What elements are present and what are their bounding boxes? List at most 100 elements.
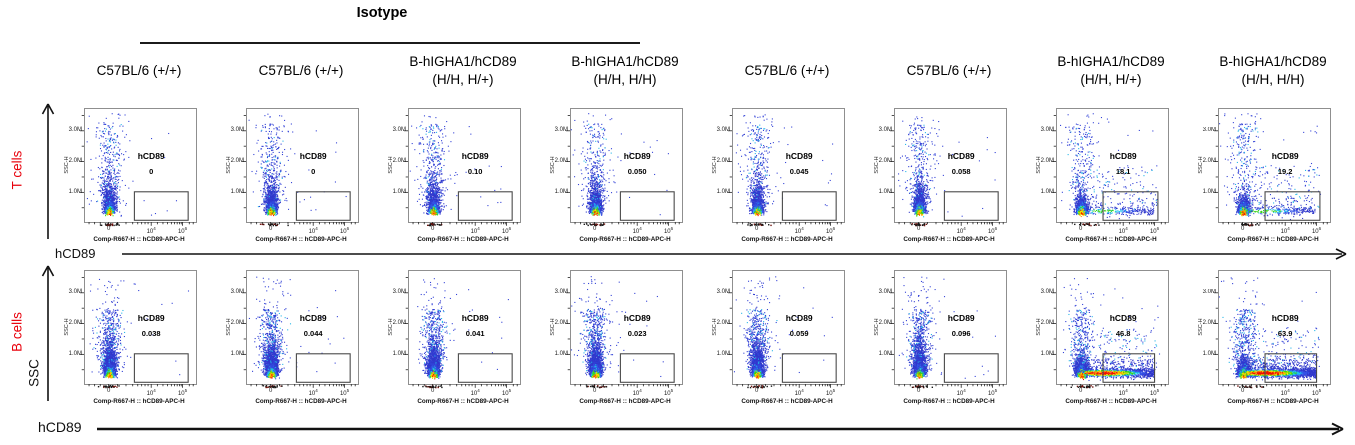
y-tick-label: 3.0M — [716, 127, 730, 134]
column-header: B-hIGHA1/hCD89 (H/H, H/H) — [571, 54, 679, 87]
flow-plot-canvas — [1030, 100, 1192, 250]
gate-label: hCD89 — [623, 312, 651, 323]
gate-value: 0.041 — [465, 328, 485, 338]
gate-value: 0.045 — [789, 166, 809, 176]
x-axis-title: Comp-R667-H :: hCD89-APC-H — [93, 236, 185, 243]
flow-plot-canvas — [58, 262, 220, 412]
gate-value: 0.038 — [141, 328, 161, 338]
flow-plot-canvas — [382, 262, 544, 412]
flow-panel: 1.0M 2.0M 3.0M 0 104 105 Comp-R667-H :: hCD89-… — [544, 262, 706, 412]
flow-plot-canvas — [1192, 100, 1354, 250]
gate-label: hCD89 — [785, 150, 813, 161]
x-tick-label: 104 — [1280, 387, 1290, 397]
x-tick-label: 104 — [956, 387, 966, 397]
gate-value: 18.1 — [1115, 166, 1131, 176]
y-axis-title: SSC-H — [550, 156, 556, 174]
y-tick-label: 1.0M — [1202, 350, 1216, 357]
y-tick-label: 2.0M — [68, 320, 82, 327]
flow-plot-canvas — [1192, 262, 1354, 412]
y-axis-title: SSC-H — [1036, 318, 1042, 336]
y-tick-label: 3.0M — [68, 127, 82, 134]
flow-panel: 1.0M 2.0M 3.0M 0 104 106 Comp-R667-H :: hCD89-… — [1192, 100, 1354, 250]
y-axis-title: SSC-H — [712, 156, 718, 174]
y-tick-label: 1.0M — [1202, 188, 1216, 195]
column-header: B-hIGHA1/hCD89 (H/H, H/+) — [1057, 54, 1165, 87]
y-tick-label: 1.0M — [716, 188, 730, 195]
column-header: B-hIGHA1/hCD89 (H/H, H/+) — [409, 54, 517, 87]
isotype-span-line — [140, 42, 640, 44]
y-tick-label: 1.0M — [68, 350, 82, 357]
flow-panel: 1.0M 2.0M 3.0M 0 104 105 Comp-R667-H :: hCD89-… — [220, 262, 382, 412]
y-tick-label: 1.0M — [392, 188, 406, 195]
y-tick-label: 1.0M — [554, 188, 568, 195]
flow-panel: 1.0M 2.0M 3.0M 0 104 106 Comp-R667-H :: hCD89-… — [1030, 100, 1192, 250]
x-axis-title: Comp-R667-H :: hCD89-APC-H — [579, 236, 671, 243]
y-tick-label: 1.0M — [554, 350, 568, 357]
flow-plot-canvas — [382, 100, 544, 250]
x-tick-label: 105 — [987, 387, 998, 397]
flow-panel: 1.0M 2.0M 3.0M 0 104 105 Comp-R667-H :: hCD89-… — [58, 262, 220, 412]
t-cells-y-axis-arrow — [41, 103, 55, 239]
gate-label: hCD89 — [137, 312, 165, 323]
column-header: B-hIGHA1/hCD89 (H/H, H/H) — [1219, 54, 1327, 87]
x-axis-title: Comp-R667-H :: hCD89-APC-H — [255, 236, 347, 243]
x-tick-label: 0 — [592, 387, 597, 394]
x-tick-label: 104 — [146, 387, 156, 397]
x-tick-label: 104 — [1118, 387, 1128, 397]
x-tick-label: 0 — [268, 225, 273, 232]
x-axis-title: Comp-R667-H :: hCD89-APC-H — [903, 236, 995, 243]
x-tick-label: 104 — [1118, 225, 1128, 235]
gate-value: 19.2 — [1277, 166, 1293, 176]
y-tick-label: 2.0M — [230, 158, 244, 165]
y-tick-label: 3.0M — [554, 127, 568, 134]
y-tick-label: 2.0M — [554, 320, 568, 327]
y-axis-title: SSC-H — [874, 156, 880, 174]
row-label-t-cells: T cells — [9, 150, 25, 190]
flow-plot-canvas — [868, 262, 1030, 412]
y-axis-title: SSC-H — [388, 318, 394, 336]
x-axis-title: Comp-R667-H :: hCD89-APC-H — [741, 236, 833, 243]
y-tick-label: 2.0M — [68, 158, 82, 165]
y-tick-label: 2.0M — [878, 320, 892, 327]
gate-label: hCD89 — [947, 312, 975, 323]
gate-label: hCD89 — [1109, 312, 1137, 323]
flow-plot-canvas — [544, 262, 706, 412]
y-tick-label: 1.0M — [1040, 350, 1054, 357]
x-axis-title: Comp-R667-H :: hCD89-APC-H — [417, 398, 509, 405]
x-tick-label: 106 — [339, 225, 350, 235]
y-tick-label: 3.0M — [878, 289, 892, 296]
gate-label: hCD89 — [137, 150, 165, 161]
x-tick-label: 0 — [592, 225, 597, 232]
x-tick-label: 104 — [308, 387, 318, 397]
x-tick-label: 104 — [308, 225, 318, 235]
y-axis-group-label: SSC — [26, 359, 42, 387]
x-axis-title: Comp-R667-H :: hCD89-APC-H — [255, 398, 347, 405]
x-tick-label: 106 — [1149, 225, 1160, 235]
x-tick-label: 0 — [916, 225, 921, 232]
y-tick-label: 1.0M — [68, 188, 82, 195]
y-tick-label: 1.0M — [230, 188, 244, 195]
flow-plot-canvas — [706, 100, 868, 250]
gate-value: 63.9 — [1277, 328, 1293, 338]
gate-value: 0.050 — [627, 166, 647, 176]
flow-plot-canvas — [868, 100, 1030, 250]
x-tick-label: 0 — [1240, 387, 1245, 394]
flow-panel: 1.0M 2.0M 3.0M 0 104 106 Comp-R667-H :: hCD89-… — [382, 100, 544, 250]
gate-label: hCD89 — [299, 312, 327, 323]
y-tick-label: 1.0M — [392, 350, 406, 357]
y-tick-label: 1.0M — [1040, 188, 1054, 195]
x-axis-title: Comp-R667-H :: hCD89-APC-H — [903, 398, 995, 405]
x-tick-label: 0 — [916, 387, 921, 394]
column-header: C57BL/6 (+/+) — [96, 63, 182, 79]
gate-label: hCD89 — [947, 150, 975, 161]
x-axis-title: Comp-R667-H :: hCD89-APC-H — [579, 398, 671, 405]
x-axis-group-label-bottom: hCD89 — [38, 419, 82, 435]
y-tick-label: 3.0M — [554, 289, 568, 296]
y-tick-label: 3.0M — [68, 289, 82, 296]
flow-panel: 1.0M 2.0M 3.0M 0 104 106 Comp-R667-H :: hCD89-… — [58, 100, 220, 250]
flow-panel: 1.0M 2.0M 3.0M 0 104 106 Comp-R667-H :: hCD89-… — [706, 100, 868, 250]
y-axis-title: SSC-H — [64, 156, 70, 174]
y-tick-label: 2.0M — [878, 158, 892, 165]
y-tick-label: 1.0M — [230, 350, 244, 357]
y-tick-label: 3.0M — [716, 289, 730, 296]
